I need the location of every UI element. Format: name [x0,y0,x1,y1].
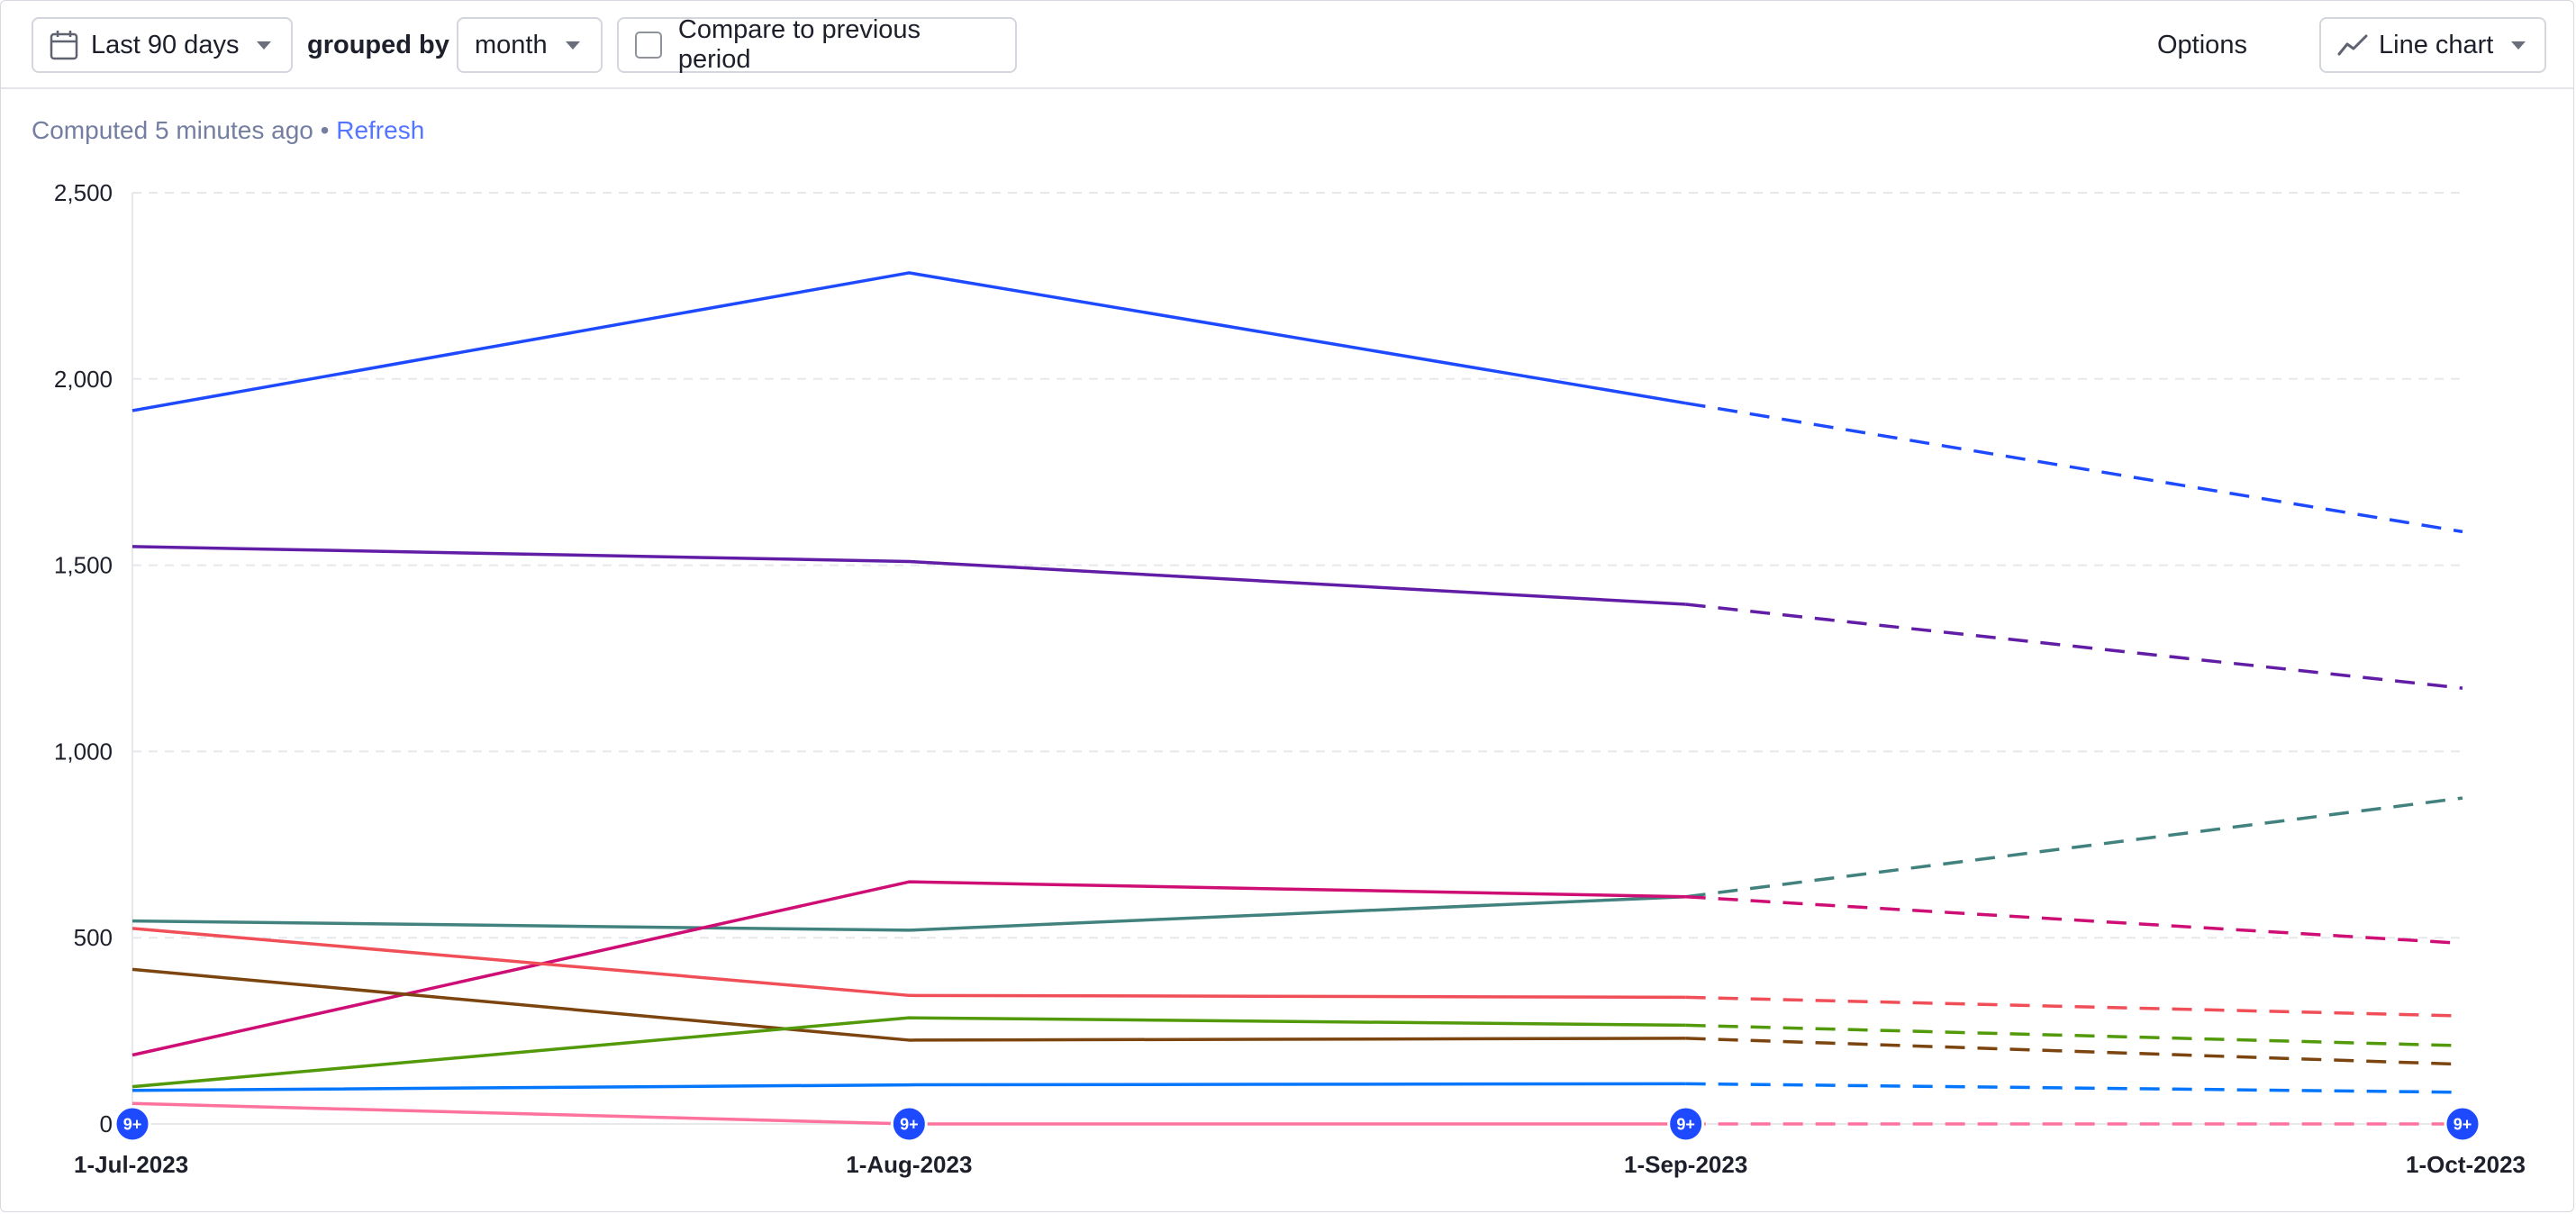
series-projection-7 [1685,1082,2463,1094]
series-line-1 [132,545,1686,606]
compare-checkbox[interactable] [635,32,662,59]
interval-select[interactable]: month [457,17,603,73]
y-tick-label: 500 [74,924,113,951]
chevron-down-icon [565,41,580,50]
status-separator: • [320,116,330,144]
chart-type-button[interactable]: Line chart [2319,17,2546,73]
interval-label: month [475,30,548,59]
series-projection-1 [1685,602,2463,690]
series-projection-4 [1685,995,2463,1018]
x-tick-label: 1-Sep-2023 [1624,1151,1747,1178]
y-tick-label: 0 [100,1110,113,1137]
annotation-badge [113,1105,151,1143]
options-label: Options [2157,30,2247,59]
series-projection-0 [1685,401,2463,534]
series-line-5 [132,967,1686,1042]
x-tick-label: 1-Aug-2023 [846,1151,972,1178]
y-tick-label: 2,000 [54,366,113,393]
series-line-0 [132,271,1686,412]
annotation-badge-label: 9+ [2454,1116,2472,1134]
series-projection-3 [1685,894,2463,946]
series-line-7 [132,1082,1686,1092]
date-range-button[interactable]: Last 90 days [32,17,293,73]
compare-label: Compare to previous period [677,15,921,74]
date-range-label: Last 90 days [91,30,240,59]
series-line-2 [132,894,1686,932]
chevron-down-icon [2511,41,2526,50]
annotation-badge-label: 9+ [900,1116,919,1134]
options-button[interactable]: Options [2157,17,2247,73]
computed-status: Computed 5 minutes ago • Refresh [32,116,424,145]
compare-toggle[interactable]: Compare to previous period [617,15,1017,74]
x-tick-label: 1-Oct-2023 [2406,1151,2526,1178]
series-line-4 [132,927,1686,1000]
series-projection-2 [1685,796,2463,899]
refresh-link[interactable]: Refresh [336,116,425,144]
annotation-badge [1667,1105,1705,1143]
annotation-badge-label: 9+ [1676,1116,1695,1134]
computed-text: Computed 5 minutes ago [32,116,313,144]
annotation-badge [2444,1105,2481,1143]
calendar-icon [50,31,78,60]
insight-toolbar: Last 90 days grouped by month Compare to… [1,1,2573,89]
chart-type-label: Line chart [2379,30,2494,59]
series-line-3 [132,880,1686,1057]
annotation-badge [890,1105,928,1143]
grouped-by-label: grouped by [307,30,449,59]
y-tick-label: 2,500 [54,179,113,206]
x-tick-label: 1-Jul-2023 [74,1151,188,1178]
y-tick-label: 1,000 [54,738,113,765]
line-chart-icon [2337,34,2368,56]
annotation-badge-label: 9+ [123,1116,142,1134]
series-line-6 [132,1016,1686,1089]
y-tick-label: 1,500 [54,552,113,579]
chevron-down-icon [257,41,272,50]
